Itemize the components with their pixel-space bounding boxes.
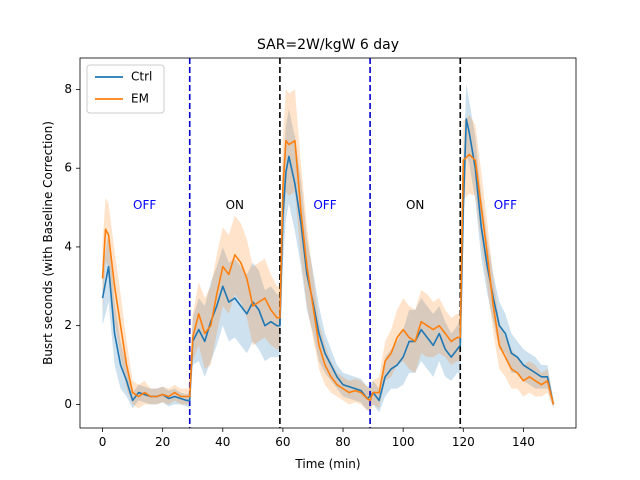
y-tick-label: 4 (64, 239, 72, 253)
x-axis: 0 20 40 60 80 100 120 140 (99, 428, 535, 449)
legend: Ctrl EM (86, 64, 165, 114)
legend-box (86, 64, 165, 114)
band-ctrl (102, 83, 554, 413)
x-tick-label: 20 (155, 435, 170, 449)
y-tick-label: 8 (64, 82, 72, 96)
x-tick-label: 80 (335, 435, 350, 449)
y-axis-label: Busrt seconds (with Baseline Correction) (41, 121, 55, 365)
confidence-bands (102, 83, 554, 413)
phase-label-2: OFF (313, 198, 336, 212)
x-tick-label: 100 (392, 435, 415, 449)
band-em (102, 89, 554, 413)
legend-label-em: EM (131, 92, 149, 106)
y-tick-label: 2 (64, 318, 72, 332)
y-tick-label: 0 (64, 397, 72, 411)
y-tick-label: 6 (64, 161, 72, 175)
phase-annotations: OFF ON OFF ON OFF (133, 198, 517, 212)
phase-divider-lines (188, 58, 462, 428)
chart-title: SAR=2W/kgW 6 day (257, 37, 399, 53)
phase-label-4: OFF (494, 198, 517, 212)
x-tick-label: 0 (99, 435, 107, 449)
series-line-em (101, 139, 555, 405)
x-axis-label: Time (min) (294, 457, 360, 471)
plot-frame (79, 57, 577, 429)
y-axis: 0 2 4 6 8 (64, 82, 80, 411)
x-tick-label: 140 (512, 435, 535, 449)
x-tick-label: 40 (215, 435, 230, 449)
phase-label-1: ON (226, 198, 244, 212)
series-lines (101, 118, 555, 405)
phase-label-3: ON (406, 198, 424, 212)
series-line-ctrl (101, 118, 555, 405)
phase-label-0: OFF (133, 198, 156, 212)
x-tick-label: 60 (275, 435, 290, 449)
x-tick-label: 120 (452, 435, 475, 449)
legend-label-ctrl: Ctrl (131, 70, 152, 84)
